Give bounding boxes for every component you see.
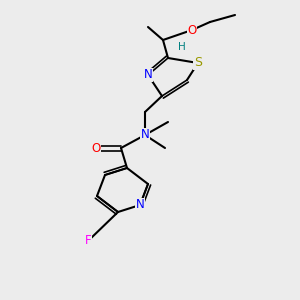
Text: F: F [85,235,91,248]
Text: H: H [178,42,186,52]
Text: N: N [144,68,152,82]
Text: S: S [194,56,202,70]
Text: O: O [92,142,100,154]
Text: N: N [136,199,144,212]
Text: O: O [188,23,196,37]
Text: N: N [141,128,149,142]
